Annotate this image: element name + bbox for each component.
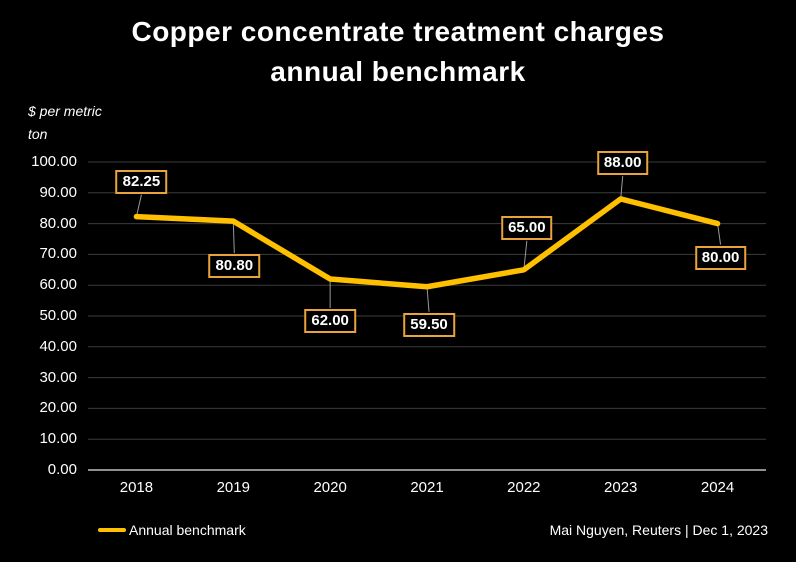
data-label: 59.50 — [403, 312, 455, 337]
callout-leader-line — [620, 175, 624, 200]
callout-leader-line — [135, 194, 142, 217]
y-tick-label: 80.00 — [39, 214, 77, 232]
x-axis-label: 2021 — [410, 479, 444, 496]
x-axis-label: 2024 — [700, 479, 735, 496]
benchmark-line — [133, 196, 721, 290]
callout-leader-line — [426, 286, 430, 312]
y-tick-label: 0.00 — [47, 461, 77, 478]
y-tick-label: 90.00 — [39, 183, 77, 201]
data-label: 82.25 — [115, 169, 168, 194]
chart-title-line2: annual benchmark — [270, 56, 526, 87]
legend-line-swatch — [98, 527, 126, 533]
callout-leader-line — [523, 240, 528, 270]
callout-leader-line — [717, 223, 722, 245]
chart-title: Copper concentrate treatment charges ann… — [0, 12, 796, 92]
x-axis-label: 2022 — [507, 479, 541, 496]
y-tick-label: 50.00 — [39, 307, 77, 324]
y-tick-label: 100.00 — [31, 153, 77, 170]
y-tick-label: 20.00 — [39, 399, 77, 417]
x-axis-label: 2023 — [604, 479, 638, 496]
x-axis-label: 2018 — [119, 479, 154, 496]
data-label: 80.00 — [694, 245, 747, 270]
y-axis-unit-label: $ per metric ton — [28, 103, 102, 142]
y-tick-label: 60.00 — [39, 276, 77, 294]
data-label: 88.00 — [596, 150, 649, 175]
data-label: 80.80 — [208, 254, 261, 279]
attribution: Mai Nguyen, Reuters | Dec 1, 2023 — [549, 522, 768, 538]
data-label: 62.00 — [304, 309, 356, 334]
legend-label: Annual benchmark — [129, 522, 246, 538]
data-label: 65.00 — [501, 215, 553, 240]
y-tick-label: 30.00 — [39, 368, 77, 386]
legend: Annual benchmark — [98, 520, 246, 540]
x-axis-label: 2019 — [216, 479, 250, 496]
y-tick-label: 70.00 — [39, 245, 77, 263]
chart-title-line1: Copper concentrate treatment charges — [131, 16, 665, 47]
x-axis-label: 2020 — [313, 479, 347, 496]
callout-leader-line — [232, 221, 235, 254]
y-tick-label: 40.00 — [39, 337, 77, 355]
y-tick-label: 10.00 — [39, 430, 77, 448]
